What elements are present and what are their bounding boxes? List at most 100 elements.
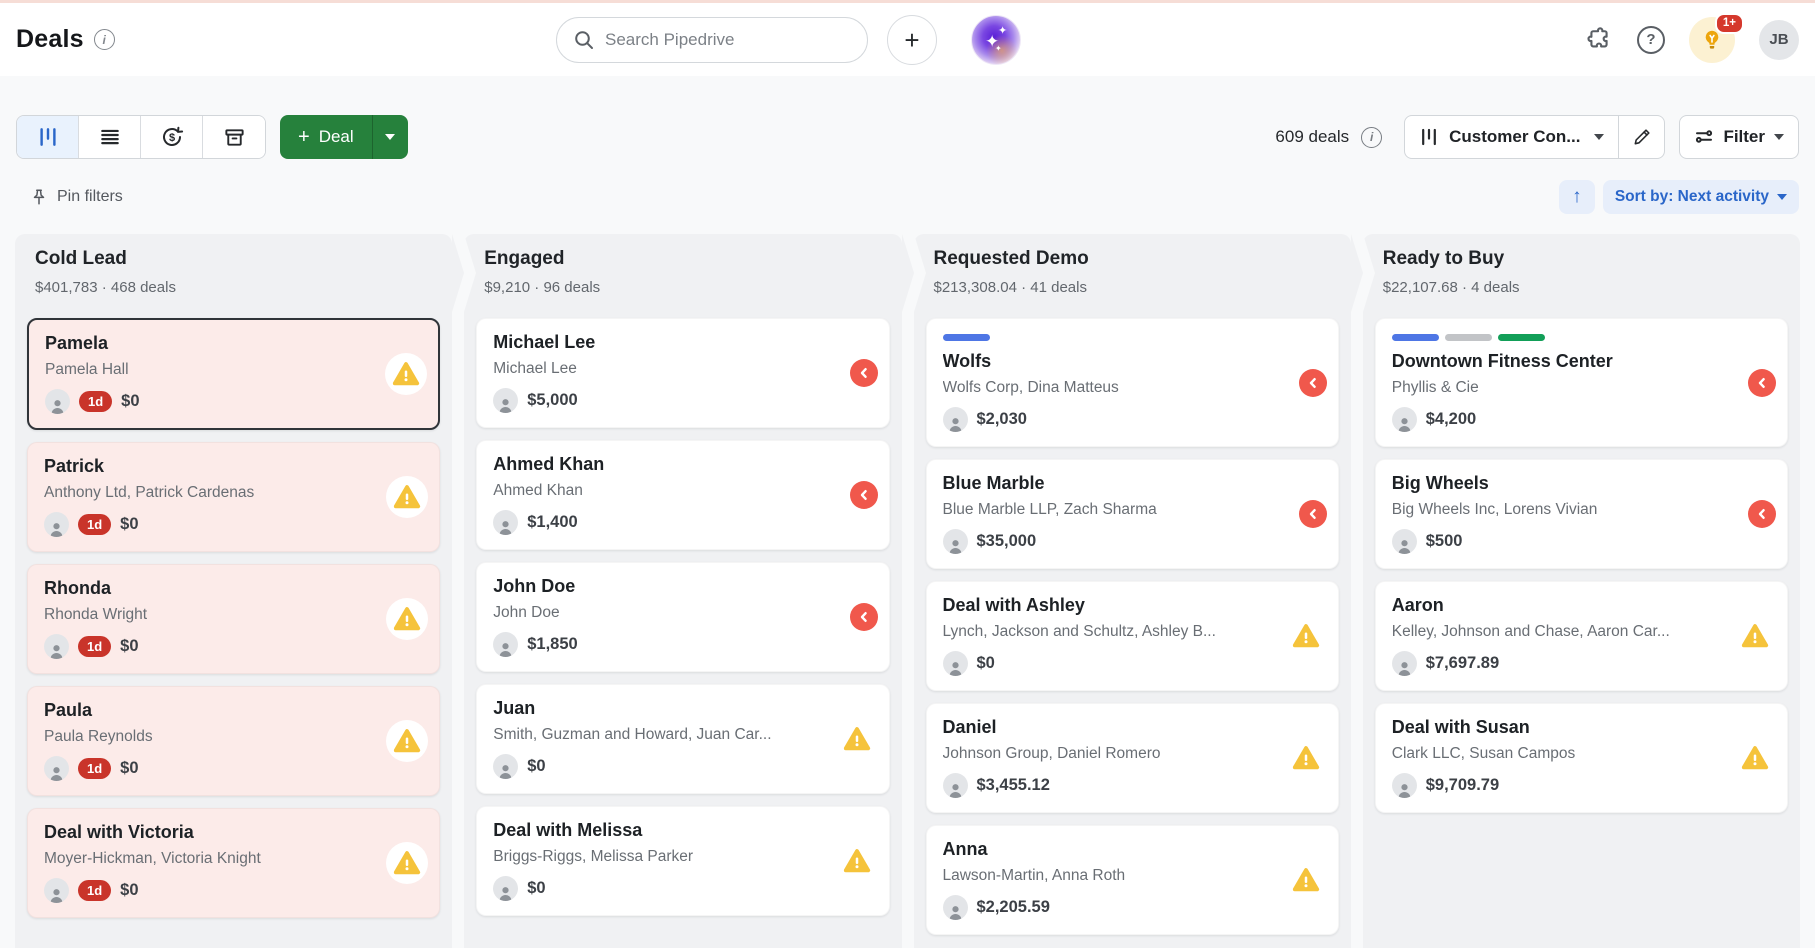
overdue-activity-icon	[1748, 368, 1776, 397]
person-avatar-icon	[493, 388, 519, 413]
person-avatar-icon	[493, 632, 519, 657]
deal-card[interactable]: Rhonda Rhonda Wright 1d $0	[27, 564, 441, 674]
overdue-activity-icon	[1748, 500, 1776, 528]
deal-value: $5,000	[527, 391, 578, 409]
deal-card[interactable]: Blue Marble Blue Marble LLP, Zach Sharma…	[925, 459, 1339, 569]
deal-card[interactable]: Pamela Pamela Hall 1d $0	[27, 318, 441, 430]
deal-subtitle: Lawson-Martin, Anna Roth	[942, 867, 1126, 884]
deal-subtitle: Rhonda Wright	[44, 606, 148, 623]
warning-icon	[1285, 859, 1327, 901]
deal-card[interactable]: Big Wheels Big Wheels Inc, Lorens Vivian…	[1374, 459, 1788, 569]
warning-icon	[386, 720, 429, 762]
add-deal-label: Deal	[318, 127, 354, 146]
deal-subtitle: Moyer-Hickman, Victoria Knight	[44, 850, 261, 867]
help-button[interactable]: ?	[1637, 25, 1665, 54]
deal-title: Aaron	[1391, 595, 1444, 615]
pin-filters-button[interactable]: Pin filters	[30, 188, 123, 206]
search-input[interactable]	[605, 30, 851, 50]
pipeline-selector[interactable]: Customer Con...	[1404, 115, 1620, 159]
marketplace-apps-button[interactable]	[1585, 26, 1613, 54]
progress-segment-blue	[942, 334, 990, 341]
archive-view-tab[interactable]	[203, 116, 265, 158]
deal-meta-row: $4,200	[1391, 407, 1771, 432]
forecast-view-tab[interactable]: $	[141, 116, 203, 158]
deal-card[interactable]: Ahmed Khan Ahmed Khan $1,400	[476, 440, 890, 550]
deal-value: $0	[976, 654, 995, 672]
deal-card[interactable]: Patrick Anthony Ltd, Patrick Cardenas 1d…	[27, 442, 441, 552]
warning-icon	[1734, 615, 1776, 657]
person-avatar-icon	[493, 510, 519, 535]
add-deal-button[interactable]: + Deal	[280, 115, 372, 159]
deal-card[interactable]: Daniel Johnson Group, Daniel Romero $3,4…	[925, 703, 1339, 813]
progress-segment-green	[1497, 334, 1545, 341]
pin-icon	[30, 188, 48, 206]
view-switcher: $	[16, 115, 266, 159]
deal-title: Anna	[942, 839, 988, 859]
ai-assistant-button[interactable]: ✦ ✦ ✦	[971, 15, 1021, 65]
person-avatar-icon	[942, 529, 968, 554]
deal-value: $4,200	[1425, 410, 1477, 428]
pipeline-column: Engaged $9,210 · 96 deals Michael Lee Mi…	[464, 234, 914, 948]
deal-card[interactable]: John Doe John Doe $1,850	[476, 562, 890, 672]
deal-card[interactable]: Wolfs Wolfs Corp, Dina Matteus $2,030	[925, 318, 1339, 447]
sort-by-button[interactable]: Sort by: Next activity	[1602, 180, 1799, 214]
column-body: Downtown Fitness Center Phyllis & Cie $4…	[1362, 312, 1800, 948]
column-header: Requested Demo $213,308.04 · 41 deals	[913, 234, 1364, 312]
deal-meta-row: 1d $0	[44, 756, 423, 781]
page-title-info-icon[interactable]: i	[93, 29, 115, 50]
user-avatar[interactable]: JB	[1759, 19, 1799, 60]
kanban-icon	[37, 126, 59, 148]
plus-icon: +	[298, 126, 310, 148]
column-name: Engaged	[484, 248, 565, 269]
pencil-icon	[1632, 127, 1652, 147]
deal-meta-row: $500	[1391, 529, 1771, 554]
pin-filters-label: Pin filters	[57, 188, 123, 205]
deals-count-info-icon[interactable]: i	[1361, 126, 1383, 148]
deal-title: Deal with Ashley	[942, 595, 1085, 615]
deal-meta-row: 1d $0	[44, 512, 423, 537]
deal-card[interactable]: Deal with Susan Clark LLC, Susan Campos …	[1374, 703, 1788, 813]
deal-value: $0	[120, 515, 139, 533]
whats-new-button[interactable]: 1+	[1689, 12, 1744, 63]
deal-meta-row: 1d $0	[44, 878, 423, 903]
deal-card[interactable]: Michael Lee Michael Lee $5,000	[476, 318, 890, 428]
deal-meta-row: $0	[493, 754, 872, 779]
list-view-tab[interactable]	[79, 116, 141, 158]
quick-add-button[interactable]: +	[887, 15, 937, 65]
deal-value: $2,205.59	[976, 898, 1050, 916]
deal-card[interactable]: Anna Lawson-Martin, Anna Roth $2,205.59	[925, 825, 1339, 935]
deal-value: $1,400	[527, 513, 578, 531]
deal-value: $9,709.79	[1425, 776, 1500, 794]
forecast-revenue-icon: $	[160, 125, 184, 149]
deal-card[interactable]: Deal with Victoria Moyer-Hickman, Victor…	[27, 808, 441, 918]
deal-meta-row: $0	[942, 651, 1322, 676]
filter-button[interactable]: Filter	[1679, 115, 1799, 159]
deal-card[interactable]: Deal with Ashley Lynch, Jackson and Schu…	[925, 581, 1339, 691]
person-avatar-icon	[44, 512, 69, 537]
deal-card[interactable]: Aaron Kelley, Johnson and Chase, Aaron C…	[1374, 581, 1788, 691]
kanban-view-tab[interactable]	[17, 116, 79, 158]
deal-subtitle: Johnson Group, Daniel Romero	[942, 745, 1161, 762]
deal-value: $0	[120, 881, 139, 899]
deal-card[interactable]: Deal with Melissa Briggs-Riggs, Melissa …	[476, 806, 890, 916]
edit-pipeline-button[interactable]	[1619, 115, 1666, 159]
deal-card[interactable]: Downtown Fitness Center Phyllis & Cie $4…	[1374, 318, 1788, 447]
warning-icon	[836, 840, 878, 882]
overdue-badge: 1d	[78, 514, 112, 535]
kanban-board: Cold Lead $401,783 · 468 deals Pamela Pa…	[0, 234, 1815, 948]
deal-subtitle: Anthony Ltd, Patrick Cardenas	[44, 484, 255, 501]
deal-meta-row: $2,205.59	[942, 895, 1322, 920]
deal-title: Juan	[493, 698, 536, 718]
person-avatar-icon	[44, 878, 69, 903]
person-avatar-icon	[493, 754, 519, 779]
deal-card[interactable]: Paula Paula Reynolds 1d $0	[27, 686, 441, 796]
deal-value: $35,000	[976, 532, 1037, 550]
sort-direction-button[interactable]: ↑	[1558, 180, 1595, 214]
deal-value: $0	[527, 757, 546, 775]
deal-value: $1,850	[527, 635, 578, 653]
overdue-activity-icon	[849, 603, 878, 631]
deal-card[interactable]: Juan Smith, Guzman and Howard, Juan Car.…	[476, 684, 890, 794]
add-deal-dropdown-button[interactable]	[371, 115, 408, 159]
deal-subtitle: Pamela Hall	[45, 361, 129, 378]
global-search[interactable]	[556, 17, 868, 63]
